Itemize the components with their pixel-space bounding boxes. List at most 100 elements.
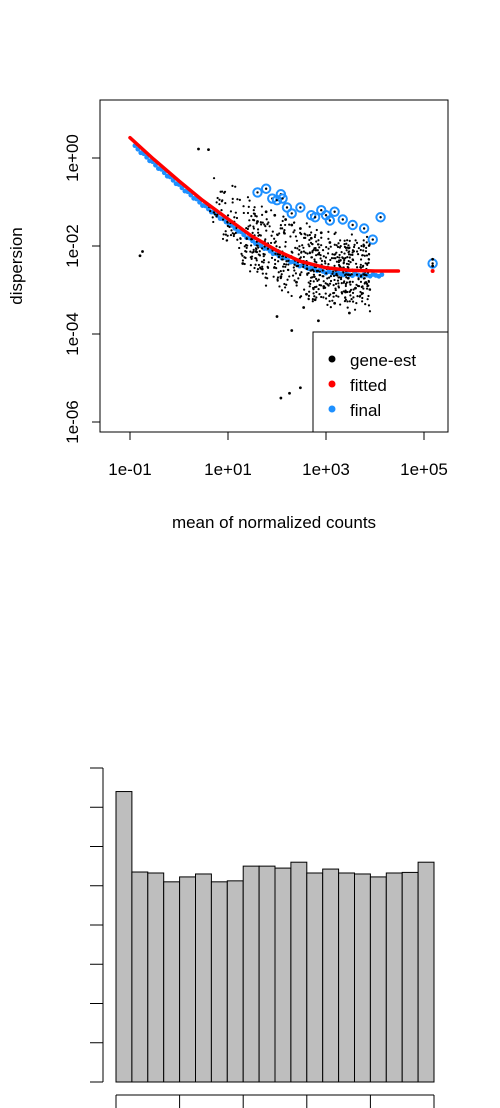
gene-est-point <box>238 246 241 250</box>
dispersion-plot: 1e+00 1e-02 1e-04 1e-06 1e-01 1e+01 1e+03 1e+0… <box>7 99 449 532</box>
gene-est-point <box>264 238 267 241</box>
gene-est-point <box>279 270 282 273</box>
gene-est-point <box>322 275 325 278</box>
gene-est-point <box>351 291 355 295</box>
gene-est-point <box>309 279 312 283</box>
gene-est-point <box>273 265 276 269</box>
gene-est-point <box>361 285 364 288</box>
gene-est-point <box>284 286 287 289</box>
gene-est-point <box>352 288 355 291</box>
gene-est-point <box>310 231 313 234</box>
gene-est-point <box>262 258 266 262</box>
gene-est-point <box>230 229 233 232</box>
gene-est-point <box>280 289 284 292</box>
gene-est-point <box>332 274 336 278</box>
gene-est-point <box>246 244 249 247</box>
gene-est-point <box>330 257 334 260</box>
x-tick-label: 1e+05 <box>400 460 448 479</box>
gene-est-point <box>366 298 369 301</box>
gene-est-point <box>221 237 225 241</box>
gene-est-point <box>273 258 277 261</box>
gene-est-point <box>258 250 261 253</box>
gene-est-point <box>344 284 347 288</box>
gene-est-point <box>345 249 348 252</box>
gene-est-point <box>349 283 352 286</box>
gene-est-point <box>285 260 288 263</box>
gene-est-point <box>326 252 330 255</box>
gene-est-point <box>305 292 308 296</box>
gene-est-point <box>255 257 258 260</box>
gene-est-point <box>431 264 435 268</box>
gene-est-point <box>264 187 268 190</box>
gene-est-point <box>339 244 342 248</box>
final-point <box>367 234 378 245</box>
gene-est-point <box>333 278 336 282</box>
gene-est-point <box>262 261 265 264</box>
gene-est-point <box>252 209 255 212</box>
gene-est-point <box>329 306 332 309</box>
gene-est-point <box>293 263 296 266</box>
gene-est-point <box>332 284 335 287</box>
gene-est-point <box>342 261 345 264</box>
gene-est-point <box>360 292 364 295</box>
gene-est-point <box>259 221 262 224</box>
gene-est-point <box>302 306 306 309</box>
gene-est-point <box>334 282 338 286</box>
gene-est-point <box>431 257 435 261</box>
gene-est-point <box>268 225 271 228</box>
gene-est-point <box>313 298 317 302</box>
gene-est-point <box>256 267 260 271</box>
gene-est-point <box>317 253 321 256</box>
gene-est-point <box>231 184 234 187</box>
gene-est-point <box>362 249 365 252</box>
gene-est-point <box>281 255 285 258</box>
gene-est-point <box>341 218 344 221</box>
gene-est-point <box>303 232 306 235</box>
gene-est-point <box>314 247 317 250</box>
gene-est-point <box>269 241 273 245</box>
gene-est-point <box>241 259 245 262</box>
gene-est-point <box>218 203 221 206</box>
gene-est-point <box>307 243 310 246</box>
gene-est-point <box>290 212 293 215</box>
gene-est-point <box>270 234 273 237</box>
gene-est-point <box>346 246 349 249</box>
gene-est-point <box>307 298 310 301</box>
x-axis-label: mean of normalized counts <box>172 513 376 532</box>
gene-est-point <box>273 237 276 240</box>
gene-est-point <box>347 273 350 276</box>
gene-est-point <box>221 218 225 221</box>
gene-est-point <box>272 275 275 278</box>
gene-est-point <box>219 190 222 193</box>
gene-est-point <box>363 281 367 284</box>
gene-est-point <box>263 253 266 256</box>
gene-est-point <box>362 264 365 267</box>
gene-est-point <box>252 248 255 251</box>
fitted-trend-line <box>128 135 401 273</box>
gene-est-point <box>359 294 362 297</box>
gene-est-point <box>300 250 303 253</box>
hist-bar <box>338 872 356 1083</box>
gene-est-point <box>252 225 255 228</box>
gene-est-point <box>351 300 355 303</box>
gene-est-point <box>261 265 264 268</box>
gene-est-point <box>280 273 283 276</box>
gene-est-point <box>326 303 329 306</box>
gene-est-point <box>339 303 342 306</box>
gene-est-point <box>366 263 369 267</box>
gene-est-point <box>211 216 214 219</box>
final-point <box>347 219 358 231</box>
gene-est-point <box>321 269 324 272</box>
gene-est-point <box>314 254 318 257</box>
gene-est-point <box>290 294 293 298</box>
gene-est-point <box>371 238 374 241</box>
gene-est-point <box>310 256 314 259</box>
gene-est-point <box>351 253 354 257</box>
gene-est-point <box>297 253 300 256</box>
gene-est-point <box>247 205 250 208</box>
gene-est-point <box>360 244 363 248</box>
gene-est-point <box>325 272 328 275</box>
gene-est-point <box>308 245 311 248</box>
gene-est-point <box>298 245 301 248</box>
gene-est-point <box>255 259 258 262</box>
